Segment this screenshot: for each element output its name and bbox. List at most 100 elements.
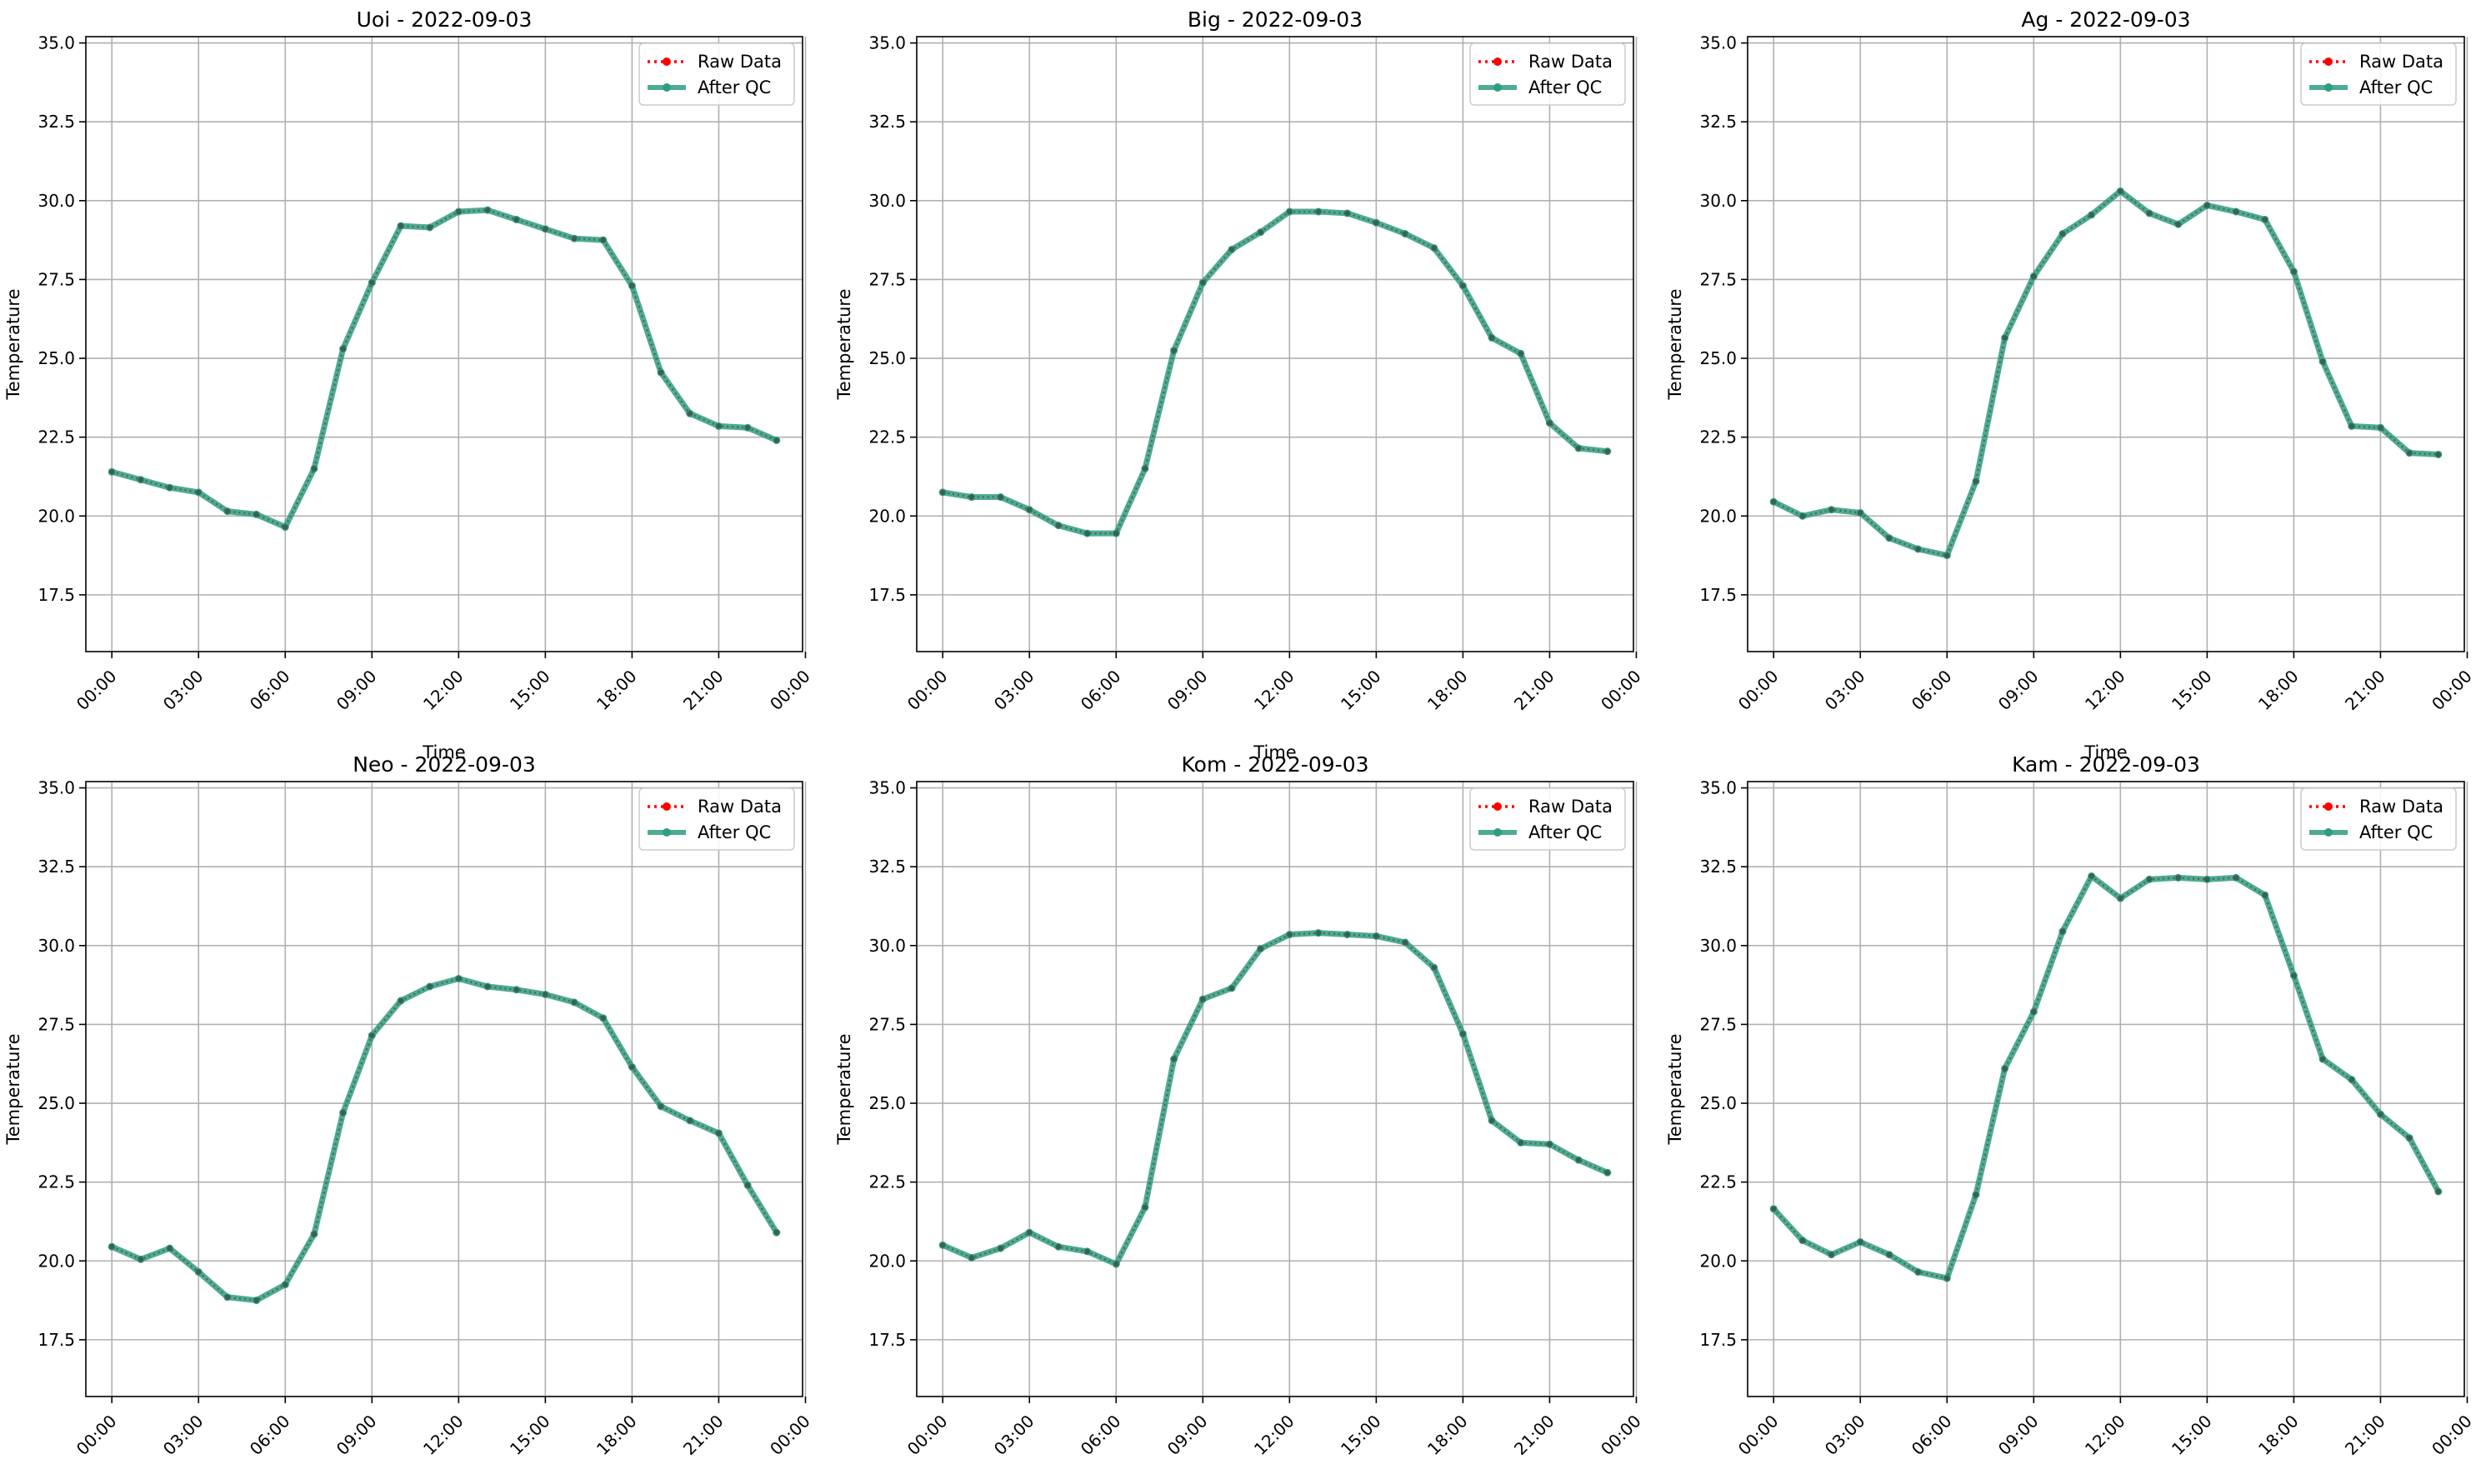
x-tick-label: 18:00 [2254,1411,2303,1459]
series-line-after-qc [1772,187,2438,559]
raw-data-point [1518,351,1523,357]
axes-frame [85,781,803,1397]
raw-data-point [998,494,1003,500]
raw-data-point [1460,282,1466,289]
raw-data-point [773,1230,779,1236]
legend: Raw Data After QC [638,42,795,106]
x-axis-label: Time [1253,742,1296,762]
x-tick-label: 09:00 [1994,666,2043,714]
raw-data-point [658,369,664,376]
raw-data-point [311,466,318,472]
x-tick-label: 09:00 [1163,1411,1212,1459]
y-tick-label: 30.0 [38,191,75,211]
raw-data-point [1055,522,1062,528]
y-tick-label: 32.5 [868,857,906,877]
raw-data-point [1171,347,1177,353]
raw-data-point [427,983,433,990]
raw-data-point [1604,448,1610,454]
raw-data-point [2291,972,2297,978]
raw-data-point [2031,1009,2037,1015]
raw-data-point [571,999,578,1006]
y-tick-label: 35.0 [1699,33,1737,53]
raw-data-point [1915,1269,1921,1275]
x-tick-label: 09:00 [333,1411,381,1459]
raw-data-point [998,1245,1003,1252]
y-tick-label: 25.0 [868,1093,906,1113]
x-tick-label: 00:00 [73,1411,121,1459]
x-tick-label: 15:00 [506,1411,554,1459]
raw-data-point [513,987,519,992]
raw-data-point [629,1064,635,1070]
x-tick-label: 03:00 [1821,1411,1869,1459]
raw-data-point [658,1103,664,1110]
y-tick-label: 22.5 [868,1172,906,1192]
x-tick-label: 03:00 [159,1411,208,1459]
y-tick-label: 27.5 [868,1014,906,1034]
y-tick-label: 22.5 [38,427,75,447]
chart-panel: 00:00 03:00 06:00 09:00 12:00 15:00 18:00 21:00… [834,752,1645,1459]
y-tick-label: 32.5 [868,112,906,132]
raw-data-point [2319,1056,2326,1062]
raw-data-point [253,1297,259,1303]
y-tick-label: 32.5 [38,857,75,877]
raw-data-point [1027,1230,1033,1236]
series-line-after-qc [1771,873,2441,1282]
raw-data-point [1944,552,1950,558]
y-tick-label: 17.5 [38,1330,75,1350]
raw-data-point [224,1294,231,1300]
legend-after-qc-marker [1493,83,1502,92]
raw-data-point [2118,895,2123,902]
raw-data-point [1200,996,1206,1002]
axes-frame [916,781,1634,1397]
legend: Raw Data After QC [1469,787,1626,851]
raw-data-point [109,1244,115,1250]
y-tick-label: 22.5 [1699,427,1737,447]
chart-panel: 00:00 03:00 06:00 09:00 12:00 15:00 18:00 21:00… [3,7,814,762]
raw-data-point [629,282,635,289]
chart-title: Big - 2022-09-03 [1188,7,1363,32]
raw-data-point [2118,188,2123,194]
x-tick-label: 18:00 [593,1411,641,1459]
x-tick-label: 18:00 [2254,666,2303,714]
y-tick-label: 35.0 [38,33,75,53]
raw-data-point [427,224,433,231]
raw-data-point [369,1032,375,1038]
raw-data-point [687,1117,693,1124]
raw-data-point [1828,1252,1834,1257]
raw-data-point [2262,892,2268,898]
raw-data-point [2406,450,2413,456]
raw-data-point [1547,420,1553,426]
x-tick-label: 06:00 [1077,1411,1125,1459]
y-tick-label: 30.0 [38,936,75,956]
plot-area [86,37,803,652]
legend-raw-data-marker [1493,57,1502,66]
raw-data-point [2233,875,2239,881]
x-tick-label: 12:00 [1250,1411,1298,1459]
chart-panel: 00:00 03:00 06:00 09:00 12:00 15:00 18:00 21:00… [1665,752,2476,1459]
plot-area [917,782,1633,1397]
axes-frame [916,36,1634,652]
x-tick-label: 03:00 [159,666,208,714]
raw-data-point [543,992,548,997]
raw-data-point [968,1255,975,1261]
raw-data-point [744,425,751,431]
legend-after-qc-marker [1493,828,1502,837]
axes-frame [85,36,803,652]
x-tick-label: 18:00 [1423,666,1472,714]
y-tick-label: 27.5 [1699,269,1737,289]
legend-raw-data-label: Raw Data [2359,52,2443,72]
raw-data-point [1258,946,1263,952]
y-tick-label: 20.0 [1699,506,1737,526]
x-axis-label: Time [2083,742,2127,762]
raw-data-point [1113,1261,1119,1267]
raw-data-point [2348,1077,2354,1082]
raw-data-point [2435,452,2441,457]
raw-data-point [369,280,375,286]
raw-data-point [167,485,173,491]
y-tick-label: 20.0 [1699,1251,1737,1271]
raw-data-point [311,1231,318,1237]
legend-raw-data-marker [663,802,671,811]
raw-data-point [1973,1192,1979,1197]
raw-data-point [687,411,693,417]
